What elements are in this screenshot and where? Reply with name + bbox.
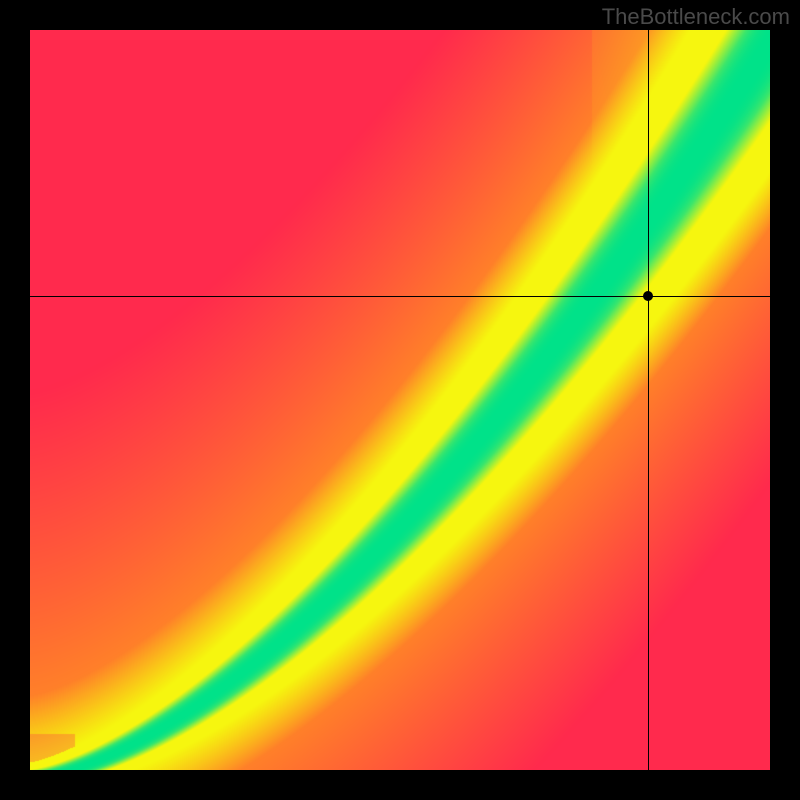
crosshair-vertical	[648, 30, 649, 779]
crosshair-horizontal	[30, 296, 779, 297]
crosshair-marker	[643, 291, 653, 301]
watermark-text: TheBottleneck.com	[602, 4, 790, 30]
plot-frame	[0, 0, 800, 800]
